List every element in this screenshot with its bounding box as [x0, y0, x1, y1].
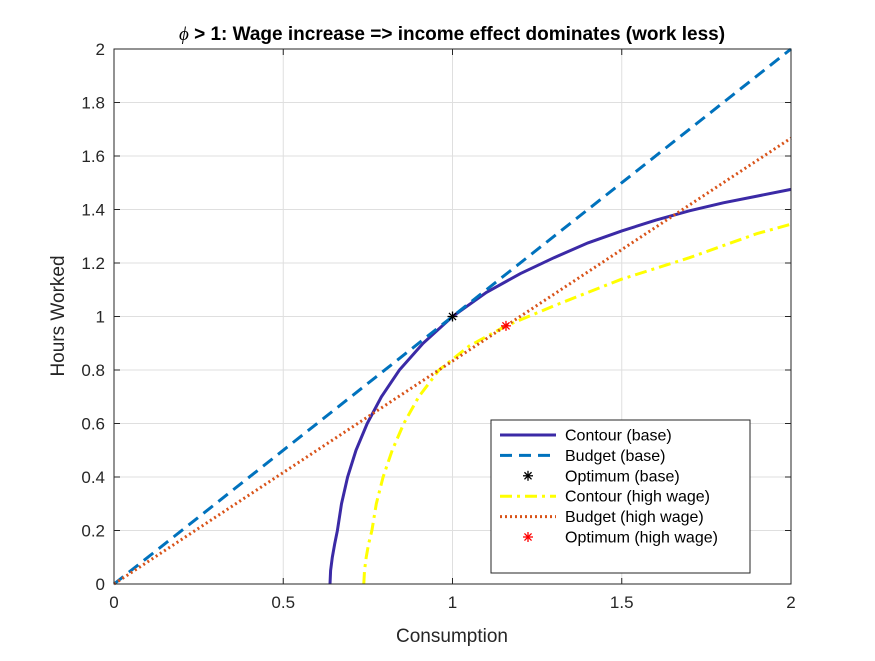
legend-label-contour-high-wage: Contour (high wage)	[565, 489, 710, 506]
legend-label-budget-high-wage: Budget (high wage)	[565, 509, 704, 526]
marker-optimum-base	[447, 311, 458, 322]
marker-optimum-high-wage	[500, 320, 511, 331]
y-tick-label: 1.4	[81, 201, 105, 220]
ticks	[113, 48, 792, 585]
x-tick-label: 0.5	[271, 593, 295, 612]
y-tick-label: 1	[96, 308, 105, 327]
legend-label-contour-base: Contour (base)	[565, 428, 672, 445]
chart-title: ϕ > 1: Wage increase => income effect do…	[179, 24, 725, 45]
legend-label-optimum-base: Optimum (base)	[565, 468, 680, 485]
title-text: > 1: Wage increase => income effect domi…	[189, 24, 725, 45]
legend: Contour (base) Budget (base) Optimum (base…	[490, 419, 751, 574]
legend-label-optimum-high-wage: Optimum (high wage)	[565, 530, 718, 547]
series-budget-high-wage	[113, 136, 792, 586]
y-tick-label: 1.8	[81, 94, 105, 113]
x-tick-label: 1	[448, 593, 457, 612]
y-tick-label: 1.2	[81, 254, 105, 273]
y-tick-label: 0.6	[81, 415, 105, 434]
title-phi-symbol: ϕ	[179, 24, 189, 45]
series-budget-base	[113, 47, 792, 586]
x-axis-label: Consumption	[396, 626, 508, 647]
y-tick-label: 0.4	[81, 468, 105, 487]
legend-marker-optimum-base	[523, 470, 533, 481]
tick-labels: 0 0.5 1 1.5 2 0 0.2 0.4 0.6 0.8 1 1.2 1.4 1.6 1.8 2	[81, 40, 795, 612]
series-layer	[113, 47, 792, 586]
y-tick-label: 2	[96, 40, 105, 59]
y-tick-label: 0	[96, 575, 105, 594]
legend-marker-optimum-high-wage	[523, 532, 533, 542]
series-contour-base	[328, 187, 792, 585]
y-tick-label: 0.8	[81, 361, 105, 380]
y-axis-label: Hours Worked	[48, 255, 69, 376]
series-contour-high-wage	[362, 222, 792, 585]
y-tick-label: 0.2	[81, 522, 105, 541]
x-tick-label: 0	[109, 593, 118, 612]
x-tick-label: 1.5	[610, 593, 634, 612]
legend-label-budget-base: Budget (base)	[565, 448, 666, 465]
y-tick-label: 1.6	[81, 147, 105, 166]
x-tick-label: 2	[786, 593, 795, 612]
